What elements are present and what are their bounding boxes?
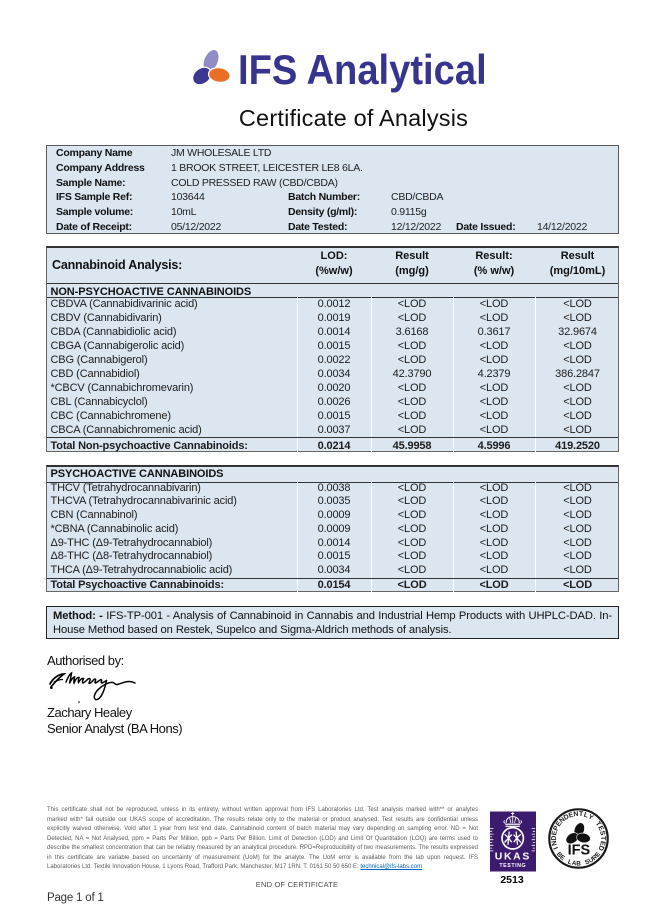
svg-text:E: E	[568, 811, 575, 819]
svg-text:D: D	[551, 836, 558, 841]
svg-text:N: N	[551, 840, 559, 846]
svg-text:P: P	[552, 825, 560, 832]
svg-text:B: B	[576, 861, 581, 868]
svg-text:R: R	[591, 854, 599, 863]
svg-text:UKAS: UKAS	[495, 851, 531, 862]
svg-text:Y: Y	[587, 813, 595, 822]
svg-text:T: T	[594, 820, 603, 828]
svg-text:L: L	[567, 859, 573, 867]
svg-text:I: I	[553, 846, 560, 851]
svg-text:S: S	[584, 858, 591, 866]
svg-text:A: A	[571, 860, 577, 868]
svg-text:TESTING: TESTING	[499, 863, 526, 869]
svg-text:E: E	[596, 825, 604, 832]
svg-text:E: E	[598, 840, 606, 846]
svg-text:T: T	[579, 811, 585, 818]
svg-text:U: U	[587, 856, 595, 865]
svg-text:E: E	[558, 854, 566, 863]
svg-text:E: E	[594, 850, 603, 858]
svg-text:D: D	[596, 844, 604, 851]
svg-text:S: S	[598, 830, 606, 836]
svg-text:N: N	[573, 811, 579, 818]
svg-text:N: N	[558, 816, 566, 825]
svg-text:B: B	[555, 851, 564, 859]
svg-text:L: L	[583, 812, 589, 820]
svg-text:E: E	[551, 830, 559, 836]
svg-text:IFS: IFS	[568, 843, 591, 859]
svg-text:D: D	[563, 813, 571, 822]
svg-text:T: T	[599, 836, 606, 841]
svg-text:E: E	[555, 820, 564, 828]
